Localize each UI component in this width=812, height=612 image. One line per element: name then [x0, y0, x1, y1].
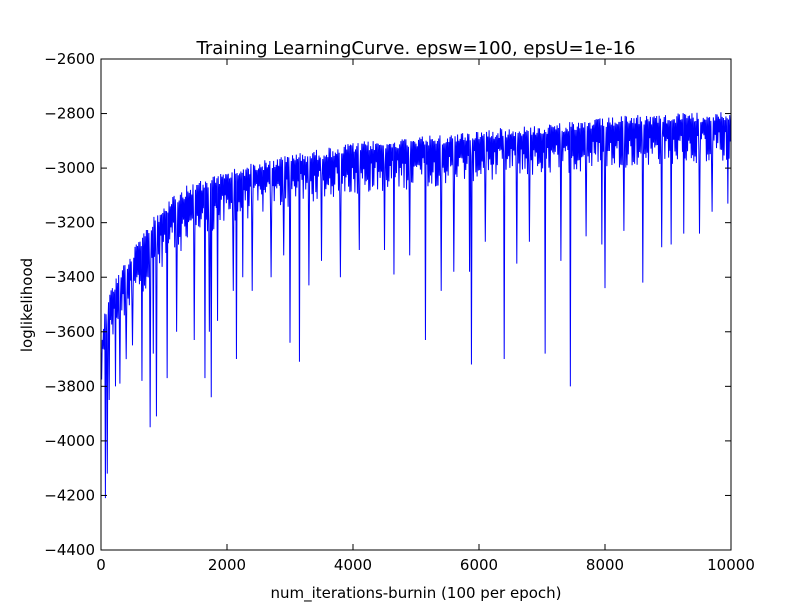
plot-area: [100, 58, 732, 551]
plot-frame: [100, 58, 732, 551]
chart-title: Training LearningCurve. epsw=100, epsU=1…: [196, 38, 636, 59]
y-tick-label: −4000: [44, 432, 95, 450]
x-tick-label: 4000: [334, 556, 372, 574]
x-tick-label: 8000: [586, 556, 624, 574]
x-axis-label: num_iterations-burnin (100 per epoch): [270, 584, 561, 603]
y-tick-label: −4200: [44, 486, 95, 504]
y-tick-label: −2800: [44, 105, 95, 123]
y-tick-label: −3000: [44, 159, 95, 177]
y-tick-label: −3400: [44, 268, 95, 286]
series-line: [101, 112, 731, 499]
x-tick-label: 0: [96, 556, 106, 574]
x-tick-label: 2000: [208, 556, 246, 574]
x-axis-ticks: 0 2000 4000 6000 8000 10000: [96, 59, 755, 574]
y-tick-label: −3800: [44, 377, 95, 395]
y-axis-label: loglikelihood: [18, 258, 36, 352]
x-tick-label: 10000: [707, 556, 755, 574]
y-tick-label: −3200: [44, 214, 95, 232]
y-tick-label: −4400: [44, 541, 95, 559]
y-axis-ticks: −4400 −4200 −4000 −3800 −3600 −3400 −3200 −3000…: [44, 50, 731, 559]
y-tick-label: −3600: [44, 323, 95, 341]
y-tick-label: −2600: [44, 50, 95, 68]
x-tick-label: 6000: [460, 556, 498, 574]
